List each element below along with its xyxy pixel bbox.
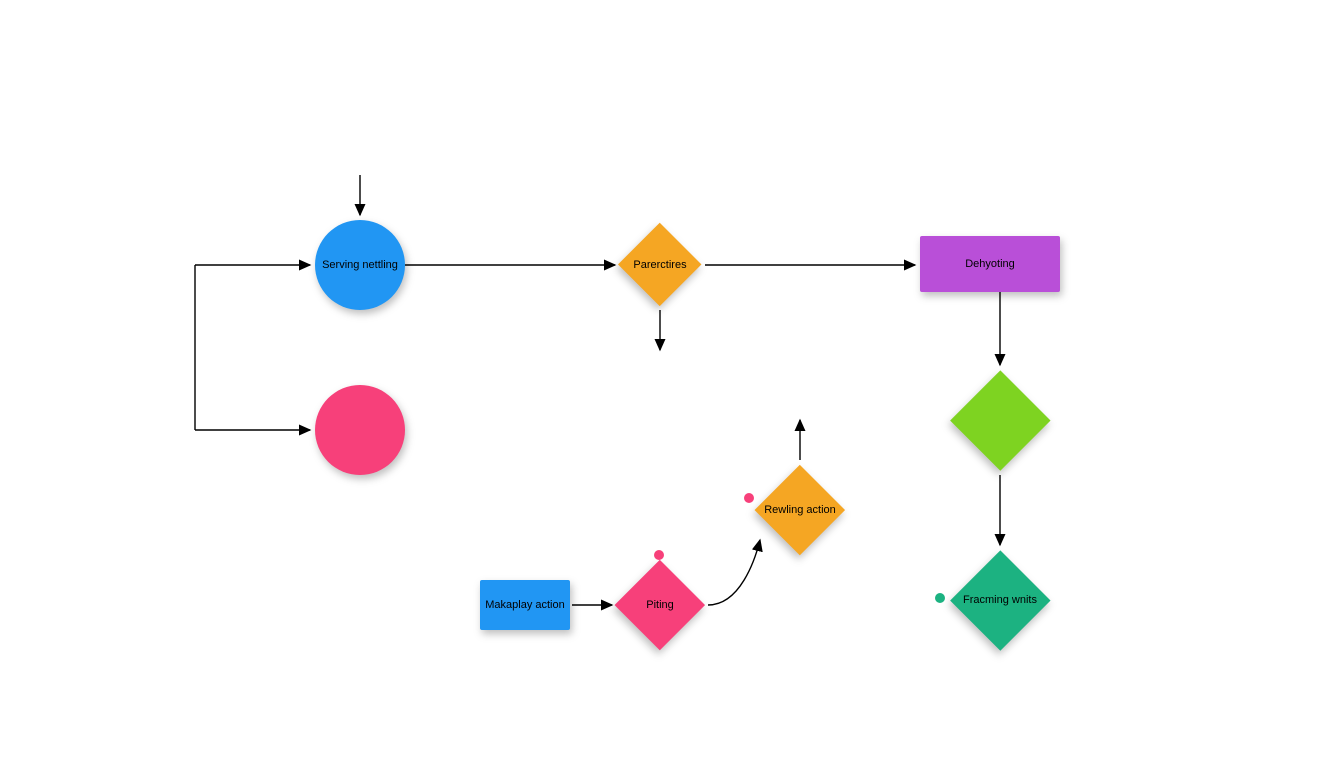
marker-dot [935, 593, 945, 603]
node-pink-circle[interactable] [315, 385, 405, 475]
node-green-diamond[interactable] [950, 370, 1050, 470]
node-serving-nettling[interactable]: Serving nettling [315, 220, 405, 310]
node-fracming-wnits[interactable]: Fracming wnits [950, 550, 1050, 650]
flowchart-canvas: Serving nettling Parerctires Dehyoting F… [0, 0, 1344, 768]
node-parerctires[interactable]: Parerctires [618, 223, 702, 307]
node-label: Makaplay action [485, 599, 565, 611]
node-label: Serving nettling [322, 259, 398, 271]
edge-piting-to-rewling [708, 540, 760, 605]
node-dehyoting[interactable]: Dehyoting [920, 236, 1060, 292]
node-rewling-action[interactable]: Rewling action [755, 465, 845, 555]
marker-dot [744, 493, 754, 503]
edges-layer [0, 0, 1344, 768]
marker-dot [654, 550, 664, 560]
node-makaplay-action[interactable]: Makaplay action [480, 580, 570, 630]
node-label: Dehyoting [965, 258, 1015, 270]
node-piting[interactable]: Piting [615, 560, 705, 650]
